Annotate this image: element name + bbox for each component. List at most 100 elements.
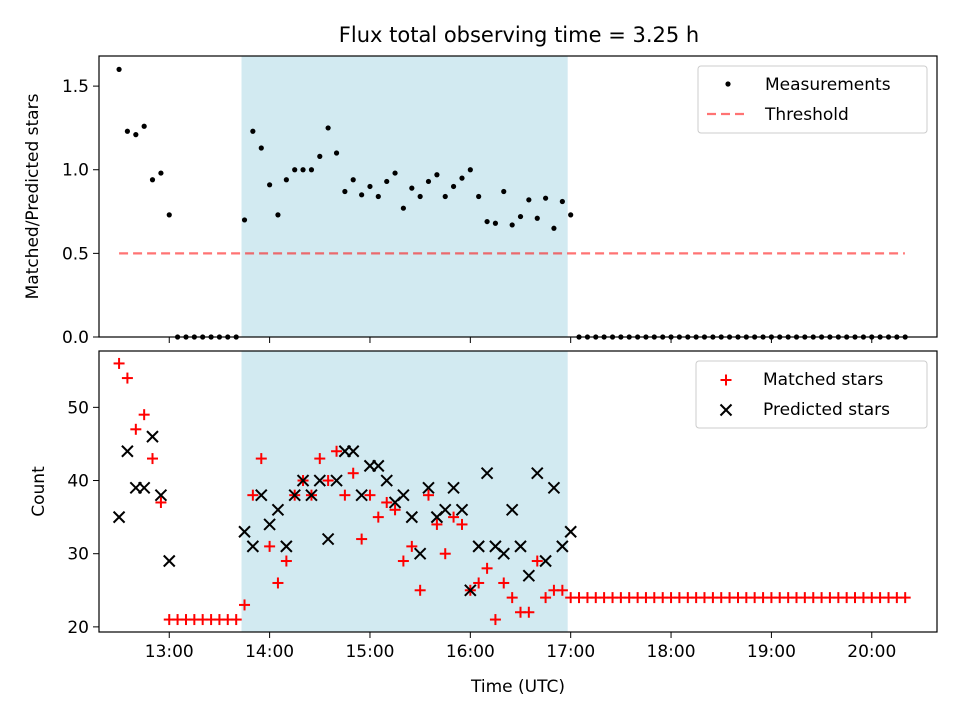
predicted-star-point bbox=[447, 481, 460, 495]
matched-star-point bbox=[381, 496, 393, 508]
measurement-point bbox=[559, 198, 565, 205]
measurement-point bbox=[317, 153, 323, 159]
matched-star-point bbox=[264, 540, 276, 552]
matched-star-point bbox=[314, 453, 326, 465]
measurement-point bbox=[517, 213, 524, 220]
figure-title: Flux total observing time = 3.25 h bbox=[339, 23, 699, 47]
predicted-star-point bbox=[347, 445, 360, 458]
measurement-point bbox=[450, 183, 457, 190]
matched-star-point bbox=[498, 577, 510, 589]
bottom-x-ticks: 13:00 14:00 15:00 16:00 17:00 18:00 19:00 20:00 bbox=[145, 632, 896, 662]
matched-star-point bbox=[422, 489, 434, 501]
measurement-point bbox=[509, 222, 515, 228]
measurement-point bbox=[158, 170, 164, 176]
predicted-star-point bbox=[296, 474, 310, 487]
measurement-point bbox=[300, 167, 306, 173]
measurement-point bbox=[241, 217, 248, 223]
predicted-star-point bbox=[313, 474, 326, 487]
predicted-star-point bbox=[288, 488, 301, 502]
y-tick-label: 20 bbox=[67, 618, 89, 638]
x-tick-label: 18:00 bbox=[647, 642, 696, 662]
matched-star-point bbox=[364, 489, 376, 501]
y-tick-label: 1.0 bbox=[62, 161, 89, 181]
predicted-star-point bbox=[321, 532, 335, 546]
shade-rect bbox=[241, 56, 568, 337]
measurement-point bbox=[350, 177, 356, 183]
predicted-star-point bbox=[238, 525, 251, 538]
predicted-star-point bbox=[255, 488, 268, 502]
matched-star-point bbox=[230, 614, 242, 626]
predicted-star-point bbox=[330, 474, 343, 487]
bottom-axes-frame bbox=[98, 350, 938, 633]
matched-star-point bbox=[448, 511, 460, 523]
predicted-star-point bbox=[246, 540, 260, 553]
matched-star-point bbox=[506, 592, 518, 604]
measurement-point bbox=[325, 125, 331, 131]
top-y-ticks: 0.0 0.5 1.0 1.5 bbox=[62, 77, 99, 348]
matched-star-point bbox=[247, 489, 259, 501]
matched-star-point bbox=[456, 518, 468, 530]
measurement-point bbox=[166, 212, 172, 218]
x-tick-label: 17:00 bbox=[546, 642, 595, 662]
bottom-data-points bbox=[112, 357, 911, 626]
measurement-point bbox=[133, 132, 139, 138]
measurement-point bbox=[258, 145, 264, 151]
measurement-point bbox=[384, 178, 390, 185]
predicted-star-point bbox=[464, 584, 477, 597]
measurement-point bbox=[308, 167, 315, 173]
matched-star-point bbox=[331, 445, 343, 457]
predicted-star-point bbox=[719, 403, 733, 417]
measurement-point bbox=[467, 167, 473, 173]
y-tick-label: 1.5 bbox=[62, 77, 89, 97]
matched-star-point bbox=[531, 555, 543, 567]
matched-star-point bbox=[146, 453, 158, 465]
bottom-legend: Matched stars Predicted stars bbox=[695, 360, 928, 429]
measurement-point bbox=[568, 212, 574, 218]
measurement-point bbox=[484, 218, 490, 225]
matched-star-point bbox=[280, 555, 292, 567]
predicted-star-point bbox=[112, 510, 126, 524]
predicted-star-point bbox=[355, 488, 368, 502]
x-axis-label: Time (UTC) bbox=[470, 677, 565, 697]
predicted-star-point bbox=[497, 547, 510, 560]
measurement-point bbox=[292, 167, 298, 173]
x-tick-label: 20:00 bbox=[847, 642, 896, 662]
measurement-point bbox=[476, 193, 482, 200]
predicted-star-point bbox=[305, 488, 318, 502]
measurement-point bbox=[283, 177, 289, 183]
legend-label-matched: Matched stars bbox=[763, 370, 883, 390]
predicted-star-point bbox=[405, 510, 419, 524]
measurement-point bbox=[417, 193, 423, 200]
top-y-axis-label: Matched/Predicted stars bbox=[23, 93, 43, 299]
matched-star-point bbox=[322, 475, 334, 487]
predicted-star-point bbox=[121, 445, 134, 458]
matched-star-point bbox=[339, 489, 351, 501]
top-observing-window-shade bbox=[241, 56, 568, 337]
measurement-point bbox=[434, 172, 440, 178]
matched-star-point bbox=[130, 423, 142, 435]
measurement-point bbox=[375, 193, 381, 200]
predicted-star-point bbox=[154, 488, 168, 502]
matched-star-point bbox=[113, 357, 125, 369]
matched-star-point bbox=[473, 577, 485, 589]
matched-star-point bbox=[121, 372, 133, 384]
matched-star-point bbox=[255, 453, 267, 465]
measurement-point bbox=[275, 212, 281, 218]
matched-star-point bbox=[138, 409, 150, 421]
x-tick-label: 16:00 bbox=[446, 642, 495, 662]
measurement-point bbox=[400, 205, 406, 211]
top-axes-frame bbox=[98, 55, 938, 338]
matched-star-point bbox=[439, 548, 451, 560]
x-tick-label: 15:00 bbox=[345, 642, 394, 662]
predicted-star-point bbox=[397, 488, 410, 502]
matched-star-point bbox=[389, 504, 401, 516]
matched-star-point bbox=[481, 562, 493, 574]
matched-star-point bbox=[414, 584, 426, 596]
measurement-point bbox=[409, 185, 415, 191]
top-x-ticks bbox=[168, 337, 873, 343]
measurement-point bbox=[526, 197, 532, 203]
measurement-point bbox=[425, 178, 432, 185]
predicted-star-point bbox=[439, 503, 452, 517]
matched-star-point bbox=[272, 577, 284, 589]
top-panel: 0.0 0.5 1.0 1.5 Matched/Predicted stars Mea… bbox=[23, 55, 938, 348]
